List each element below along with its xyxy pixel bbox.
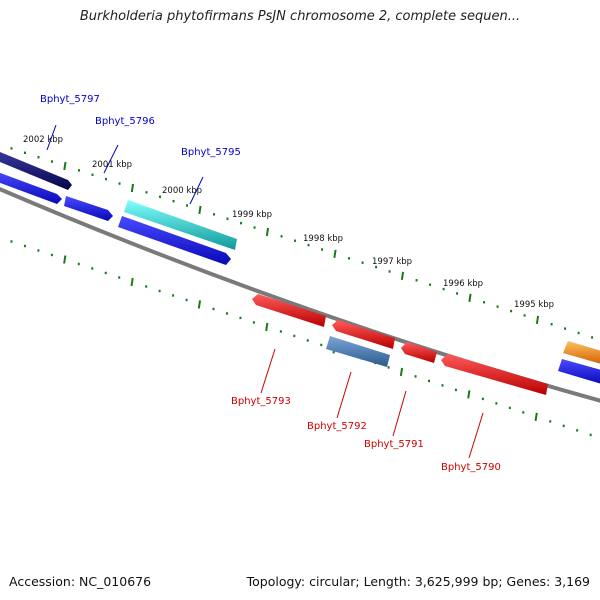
major-tick [130, 183, 135, 193]
scale-label: 1998 kbp [303, 234, 343, 244]
gene-label-bphyt-5796[interactable]: Bphyt_5796 [95, 116, 155, 127]
major-tick [400, 271, 405, 281]
gene-red-arrow-1[interactable] [252, 294, 326, 327]
major-tick [468, 293, 472, 303]
gene-red-arrow-4[interactable] [441, 354, 548, 395]
gene-red-arrow-3[interactable] [401, 342, 437, 363]
major-tick [535, 315, 540, 324]
gene-red-arrow-2[interactable] [332, 320, 395, 349]
scale-ticks [10, 147, 594, 437]
topology-summary: Topology: circular; Length: 3,625,999 bp… [246, 574, 590, 589]
major-tick [467, 390, 471, 399]
gene-label-bphyt-5795[interactable]: Bphyt_5795 [181, 147, 241, 158]
scale-label: 1996 kbp [443, 279, 483, 289]
gene-blue-arrow-3[interactable] [118, 216, 231, 265]
map-title: Burkholderia phytofirmans PsJN chromosom… [79, 9, 521, 24]
gene-bphyt-5792-arrow[interactable] [326, 336, 390, 367]
backbone-line [0, 186, 600, 403]
gene-label-bphyt-5797[interactable]: Bphyt_5797 [40, 94, 100, 105]
gene-blue-arrow-4[interactable] [558, 359, 600, 385]
gene-blue-arrow-2[interactable] [64, 196, 113, 221]
scale-labels: 2002 kbp 2001 kbp 2000 kbp 1999 kbp 1998… [23, 135, 554, 310]
gene-navy-arrow[interactable] [0, 150, 72, 190]
accession-text: Accession: NC_010676 [9, 574, 152, 589]
gene-labels: Bphyt_5797 Bphyt_5796 Bphyt_5795 Bphyt_5… [40, 94, 501, 473]
gene-label-bphyt-5790[interactable]: Bphyt_5790 [441, 462, 501, 473]
major-tick [265, 227, 270, 237]
forward-genes [0, 150, 600, 385]
major-tick [63, 161, 67, 171]
gene-bphyt-5795-arrow[interactable] [124, 200, 237, 250]
major-tick [399, 367, 404, 377]
major-tick [534, 412, 538, 422]
major-tick [265, 322, 269, 332]
major-tick [197, 300, 202, 309]
gene-label-bphyt-5792[interactable]: Bphyt_5792 [307, 421, 367, 432]
scale-label: 2001 kbp [92, 160, 132, 170]
gene-label-bphyt-5791[interactable]: Bphyt_5791 [364, 439, 424, 450]
major-tick [63, 255, 67, 264]
reverse-genes [252, 294, 548, 395]
label-connectors [46, 124, 484, 459]
major-tick [333, 249, 337, 259]
scale-label: 2000 kbp [162, 186, 202, 196]
scale-label: 1999 kbp [232, 210, 272, 220]
scale-label: 1995 kbp [514, 300, 554, 310]
scale-label: 1997 kbp [372, 257, 412, 267]
scale-label: 2002 kbp [23, 135, 63, 145]
gene-label-bphyt-5793[interactable]: Bphyt_5793 [231, 396, 291, 407]
gene-blue-arrow-1[interactable] [0, 171, 62, 204]
major-tick [130, 277, 134, 287]
gene-orange-arrow[interactable] [563, 341, 600, 365]
major-tick [198, 205, 202, 215]
